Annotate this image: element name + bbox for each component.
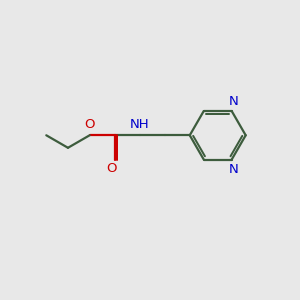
Text: O: O — [84, 118, 95, 131]
Text: NH: NH — [130, 118, 149, 131]
Text: O: O — [106, 162, 116, 175]
Text: N: N — [228, 94, 238, 107]
Text: N: N — [228, 163, 238, 176]
